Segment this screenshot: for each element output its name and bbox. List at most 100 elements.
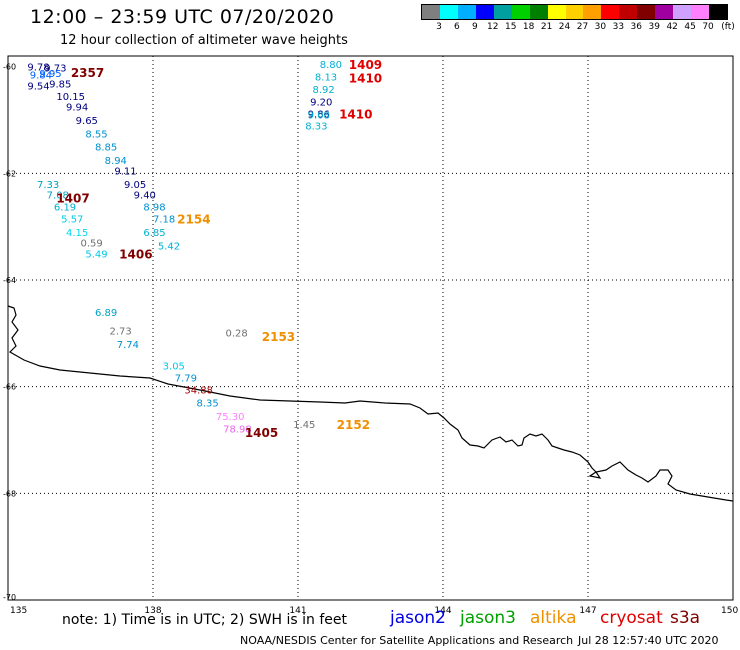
pass-time-label: 2152	[337, 418, 370, 432]
color-scale-swatches	[421, 4, 728, 20]
color-swatch	[547, 5, 566, 19]
lon-tick-label: 141	[289, 606, 306, 616]
footer-note: note: 1) Time is in UTC; 2) SWH is in fe…	[62, 612, 348, 628]
wave-height-value: 9.78	[27, 63, 49, 74]
wave-height-value: 9.20	[310, 97, 332, 108]
pass-time-label: 1405	[245, 426, 278, 440]
wave-height-value: 8.98	[143, 202, 165, 213]
color-swatch	[709, 5, 727, 19]
wave-height-value: 9.73	[44, 64, 66, 75]
pass-time-label: 1406	[119, 247, 152, 261]
scale-label: 9	[471, 22, 478, 32]
wave-height-value: 7.33	[37, 180, 59, 191]
wave-height-value: 9.85	[49, 80, 71, 91]
wave-height-value: 1.45	[293, 420, 315, 431]
scale-label: 45	[684, 22, 696, 32]
wave-height-value: 10.15	[56, 92, 85, 103]
wave-height-value: 2.73	[110, 327, 132, 338]
wave-height-value: 6.89	[95, 308, 117, 319]
lat-tick-label: -64	[3, 276, 16, 285]
wave-height-value: 0.28	[226, 328, 248, 339]
scale-label: 6	[454, 22, 460, 32]
wave-height-value: 9.40	[134, 191, 156, 202]
lon-tick-label: 147	[579, 606, 596, 616]
credit-line: NOAA/NESDIS Center for Satellite Applica…	[240, 634, 574, 647]
scale-label: 15	[504, 22, 517, 32]
color-swatch	[529, 5, 548, 19]
scale-label: 24	[558, 22, 571, 32]
lat-tick-label: -70	[3, 593, 16, 602]
scale-label: 36	[630, 22, 643, 32]
graticule	[8, 56, 733, 600]
pass-time-label: 1407	[56, 191, 89, 205]
wave-height-value: 5.42	[158, 241, 180, 252]
wave-height-value: 9.08	[308, 111, 330, 122]
scale-label: 21	[540, 22, 553, 32]
wave-height-value: 8.85	[95, 143, 117, 154]
map-subtitle: 12 hour collection of altimeter wave hei…	[60, 33, 348, 48]
wave-height-value: 9.65	[76, 116, 98, 127]
scale-unit: (ft)	[721, 22, 735, 32]
wave-height-value: 3.05	[163, 361, 185, 372]
map-title: 12:00 – 23:59 UTC 07/20/2020	[30, 6, 335, 28]
scale-label: 18	[522, 22, 535, 32]
wave-height-value: 9.11	[114, 167, 136, 178]
wave-height-value: 8.92	[313, 85, 335, 96]
satellite-name: jason2	[390, 608, 446, 628]
color-swatch	[673, 5, 692, 19]
scale-label: 27	[576, 22, 589, 32]
satellite-name: altika	[530, 608, 577, 628]
wave-height-value: 9.95	[39, 69, 61, 80]
wave-height-value: 8.80	[320, 60, 342, 71]
pass-time-label: 2154	[177, 213, 210, 227]
wave-height-labels: 9.789.739.849.959.859.54 10.159.94 9.65 8.5…	[27, 60, 342, 435]
wave-height-value: 5.57	[61, 215, 83, 226]
color-swatch	[511, 5, 530, 19]
wave-height-value: 9.54	[27, 81, 49, 92]
wave-height-value: 6.85	[143, 228, 165, 239]
generated-timestamp: Jul 28 12:57:40 UTC 2020	[578, 634, 719, 647]
axis-tick-labels: 135 138 141 144 147 150 -60 -62 -64 -66 -68 -70	[3, 63, 738, 616]
wave-height-value: 0.59	[81, 239, 103, 250]
wave-height-value: 6.19	[54, 202, 76, 213]
wave-height-value: 9.86	[308, 110, 330, 121]
wave-height-value: 7.74	[117, 340, 139, 351]
wave-height-value: 8.35	[197, 399, 219, 410]
wave-height-value: 8.33	[305, 121, 327, 132]
wave-height-value: 8.94	[105, 156, 127, 167]
color-swatch	[475, 5, 494, 19]
wave-height-value: 7.08	[47, 191, 69, 202]
wave-height-value: 5.49	[85, 249, 107, 260]
wave-height-value: 7.79	[175, 374, 197, 385]
color-swatch	[583, 5, 602, 19]
satellite-name: jason3	[460, 608, 516, 628]
lon-tick-label: 138	[144, 606, 161, 616]
wave-height-value: 78.98	[223, 424, 252, 435]
lon-tick-label: 135	[10, 606, 27, 616]
scale-label: 39	[648, 22, 660, 32]
pass-time-label: 2357	[71, 66, 104, 80]
color-swatch	[493, 5, 512, 19]
satellite-name: cryosat	[600, 608, 663, 628]
scale-label: 12	[487, 22, 499, 32]
color-swatch	[637, 5, 656, 19]
color-swatch	[457, 5, 476, 19]
map-frame	[7, 55, 734, 601]
wave-height-value: 8.13	[315, 72, 337, 83]
scale-label: 3	[436, 22, 442, 32]
pass-time-label: 1409	[349, 58, 382, 72]
color-swatch	[439, 5, 458, 19]
color-swatch	[601, 5, 620, 19]
wave-height-value: 7.18	[153, 215, 175, 226]
scale-label: 33	[612, 22, 625, 32]
wave-height-value: 4.15	[66, 228, 88, 239]
pass-time-label: 1410	[349, 71, 382, 85]
satellite-name: s3a	[670, 608, 701, 628]
color-swatch	[422, 5, 440, 19]
wave-height-value: 9.84	[30, 71, 52, 82]
wave-height-value: 75.30	[216, 412, 245, 423]
coastline	[7, 305, 734, 502]
lat-tick-label: -60	[3, 63, 16, 72]
lat-tick-label: -62	[3, 169, 16, 178]
